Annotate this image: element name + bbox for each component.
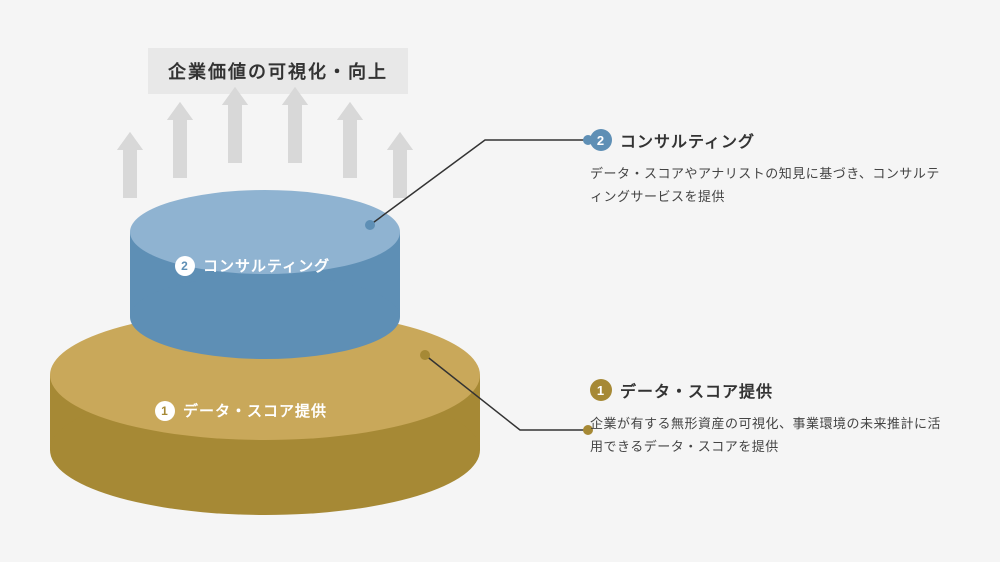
callout-datascore-title: 1 データ・スコア提供: [590, 378, 950, 402]
badge-1-callout-icon: 1: [590, 379, 612, 401]
page-title: 企業価値の可視化・向上: [148, 48, 408, 94]
callout-consulting-desc: データ・スコアやアナリストの知見に基づき、コンサルティングサービスを提供: [590, 162, 950, 209]
callout-consulting-title: 2 コンサルティング: [590, 128, 950, 152]
bottom-cylinder-label: 1 データ・スコア提供: [155, 400, 327, 421]
callout-consulting-title-text: コンサルティング: [620, 128, 755, 152]
callout-datascore-title-text: データ・スコア提供: [620, 378, 773, 402]
callout-datascore: 1 データ・スコア提供 企業が有する無形資産の可視化、事業環境の未来推計に活用で…: [590, 378, 950, 459]
badge-1-icon: 1: [155, 401, 175, 421]
callout-consulting: 2 コンサルティング データ・スコアやアナリストの知見に基づき、コンサルティング…: [590, 128, 950, 209]
callout-datascore-desc: 企業が有する無形資産の可視化、事業環境の未来推計に活用できるデータ・スコアを提供: [590, 412, 950, 459]
bottom-cylinder-text: データ・スコア提供: [183, 400, 327, 421]
top-cylinder-text: コンサルティング: [203, 255, 330, 276]
top-cylinder-label: 2 コンサルティング: [175, 255, 330, 276]
badge-2-callout-icon: 2: [590, 129, 612, 151]
badge-2-icon: 2: [175, 256, 195, 276]
